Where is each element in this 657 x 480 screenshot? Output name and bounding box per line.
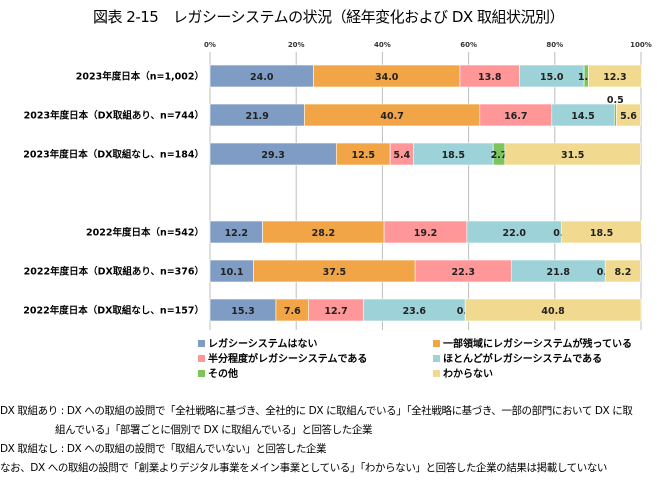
data-label: 5.4 [393, 150, 410, 161]
bar-segment [504, 142, 641, 166]
legend-label: その他 [208, 367, 238, 380]
bar-segment [604, 259, 641, 283]
note-exclusion: なお、DX への取組の設問で「創業よりデジタル事業をメイン事業としている」「わか… [0, 462, 608, 474]
data-label: 12.5 [351, 150, 374, 161]
data-label: 15.3 [231, 306, 254, 317]
data-label: 12.7 [324, 306, 347, 317]
note-dx-yes-cont: 組んでいる」「部署ごとに個別で DX に取組んでいる」と回答した企業 [55, 424, 373, 436]
category-label: 2022年度日本（n=542） [86, 227, 204, 239]
data-label: 10.1 [220, 267, 243, 278]
data-label: 22.0 [503, 228, 527, 239]
x-tick-label: 100% [630, 41, 652, 49]
category-label: 2023年度日本（DX取組あり、n=744） [24, 110, 204, 122]
data-label: 7.6 [284, 306, 301, 317]
legend-swatch [198, 355, 205, 362]
data-label: 24.0 [250, 72, 274, 83]
legend-label: ほとんどがレガシーシステムである [443, 352, 602, 365]
footnotes: DX 取組あり : DX への取組の設問で「全社戦略に基づき、全社的に DX に… [0, 402, 633, 478]
x-tick-label: 20% [288, 41, 305, 49]
data-label: 0.5 [607, 95, 624, 106]
data-label: 2.7 [491, 150, 508, 161]
x-tick-label: 0% [204, 41, 216, 49]
category-label: 2022年度日本（DX取組あり、n=376） [24, 266, 204, 278]
category-label: 2023年度日本（DX取組なし、n=184） [23, 149, 204, 161]
data-label: 23.6 [403, 306, 427, 317]
note-dx-yes: DX 取組あり : DX への取組の設問で「全社戦略に基づき、全社的に DX に… [0, 405, 633, 417]
legend-label: レガシーシステムはない [208, 337, 318, 350]
data-label: 29.3 [261, 150, 284, 161]
x-tick-label: 40% [374, 41, 391, 49]
bar-segment [613, 103, 617, 127]
legend-label: 半分程度がレガシーシステムである [208, 352, 367, 365]
chart-title: 図表 2-15 レガシーシステムの状況（経年変化および DX 取組状況別） [93, 8, 564, 26]
data-label: 19.2 [414, 228, 437, 239]
data-label: 21.8 [547, 267, 571, 278]
legend-swatch [433, 355, 440, 362]
bar-segment [616, 103, 641, 127]
data-label: 13.8 [478, 72, 502, 83]
x-tick-label: 80% [546, 41, 563, 49]
data-label: 28.2 [312, 228, 335, 239]
legend-label: わからない [443, 368, 493, 380]
data-label: 15.0 [540, 72, 564, 83]
bar-segment [588, 64, 642, 88]
data-label: 5.6 [620, 111, 637, 122]
data-label: 37.5 [323, 267, 346, 278]
bar-segment [561, 220, 642, 244]
legend-label: 一部領域にレガシーシステムが残っている [443, 337, 632, 350]
data-label: 31.5 [561, 150, 584, 161]
legend-swatch [198, 370, 205, 377]
category-label: 2023年度日本（n=1,002） [76, 71, 204, 83]
data-label: 40.7 [380, 111, 403, 122]
category-label: 2022年度日本（DX取組なし、n=157） [23, 305, 204, 317]
data-label: 8.2 [614, 267, 631, 278]
data-label: 12.2 [225, 228, 248, 239]
bar-segment [464, 298, 642, 322]
data-label: 18.5 [442, 150, 465, 161]
legend-swatch [433, 340, 440, 347]
data-label: 40.8 [541, 306, 565, 317]
data-label: 18.5 [590, 228, 613, 239]
data-label: 16.7 [504, 111, 527, 122]
data-label: 21.9 [245, 111, 268, 122]
note-dx-no: DX 取組なし : DX への取組の設問で「取組んでいない」と回答した企業 [0, 443, 327, 455]
data-label: 14.5 [571, 111, 594, 122]
data-label: 34.0 [375, 72, 399, 83]
legend-swatch [198, 340, 205, 347]
stacked-bar-chart: 0% 20% 40% 60% 80% 100% 2023年度日本（n=1,002） 24.0 3… [23, 41, 652, 380]
data-label: 22.3 [451, 267, 474, 278]
data-label: 1.0 [578, 72, 595, 83]
legend-swatch [433, 370, 440, 377]
x-tick-label: 60% [460, 41, 477, 49]
data-label: 12.3 [603, 72, 626, 83]
